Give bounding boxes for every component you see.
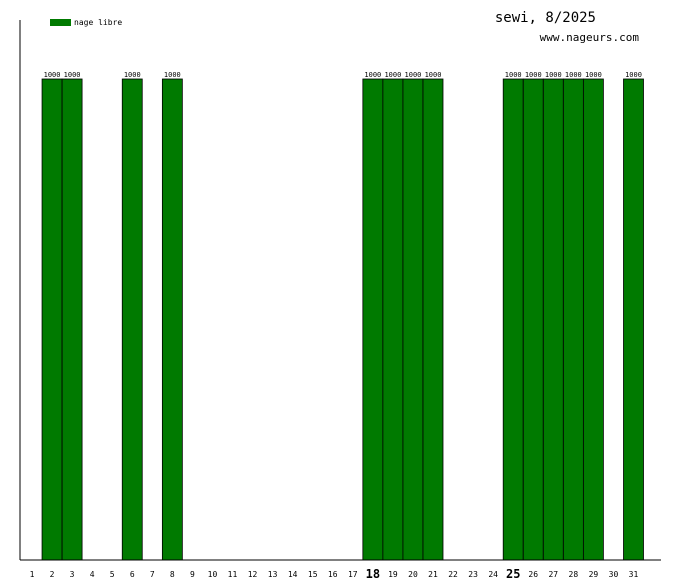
x-tick-label-25: 25 [506, 567, 520, 580]
data-label-day-20: 1000 [405, 71, 422, 79]
bar-day-27 [542, 78, 564, 561]
x-tick-label-23: 23 [468, 570, 478, 579]
chart-title: sewi, 8/2025 [495, 10, 596, 26]
x-tick-label-4: 4 [90, 570, 95, 579]
bar-day-25 [502, 78, 524, 561]
data-label-day-19: 1000 [384, 71, 401, 79]
data-label-day-3: 1000 [64, 71, 81, 79]
x-tick-label-7: 7 [150, 570, 155, 579]
x-tick-label-29: 29 [589, 570, 599, 579]
data-label-day-6: 1000 [124, 71, 141, 79]
data-label-day-2: 1000 [44, 71, 61, 79]
data-label-day-21: 1000 [425, 71, 442, 79]
bar-day-2 [41, 78, 63, 561]
x-tick-label-1: 1 [30, 570, 35, 579]
x-tick-label-3: 3 [70, 570, 75, 579]
x-tick-label-2: 2 [50, 570, 55, 579]
data-label-day-29: 1000 [585, 71, 602, 79]
x-tick-label-15: 15 [308, 570, 318, 579]
x-tick-label-28: 28 [569, 570, 579, 579]
bar-day-3 [61, 78, 83, 561]
x-tick-label-21: 21 [428, 570, 438, 579]
bar-day-19 [382, 78, 404, 561]
data-label-day-25: 1000 [505, 71, 522, 79]
data-label-day-18: 1000 [364, 71, 381, 79]
x-tick-label-16: 16 [328, 570, 338, 579]
bar-day-28 [562, 78, 584, 561]
x-tick-label-30: 30 [609, 570, 619, 579]
x-tick-label-8: 8 [170, 570, 175, 579]
bar-day-31 [623, 78, 644, 561]
x-tick-label-13: 13 [268, 570, 278, 579]
x-tick-label-18: 18 [366, 567, 380, 580]
bar-day-29 [583, 78, 604, 561]
bar-day-21 [422, 78, 444, 561]
x-tick-label-6: 6 [130, 570, 135, 579]
data-label-day-26: 1000 [525, 71, 542, 79]
x-tick-label-19: 19 [388, 570, 398, 579]
bars-group [41, 78, 644, 561]
x-tick-label-26: 26 [528, 570, 538, 579]
value-labels-group: 1000 1000 1000 1000 1000 1000 1000 1000 1000 1000… [44, 71, 642, 79]
legend-swatch [50, 19, 71, 26]
x-tick-label-5: 5 [110, 570, 115, 579]
x-tick-label-20: 20 [408, 570, 418, 579]
data-label-day-28: 1000 [565, 71, 582, 79]
x-tick-label-17: 17 [348, 570, 358, 579]
x-tick-label-9: 9 [190, 570, 195, 579]
x-tick-labels-group: 1 2 3 4 5 6 7 8 9 10 11 12 13 14 15 16 17 18 19 20 21 22 23 24 2… [30, 567, 639, 580]
legend-label: nage libre [74, 18, 122, 27]
x-tick-label-31: 31 [629, 570, 639, 579]
bar-day-8 [161, 78, 183, 561]
x-tick-label-12: 12 [248, 570, 258, 579]
bar-day-20 [402, 78, 424, 561]
data-label-day-27: 1000 [545, 71, 562, 79]
x-tick-label-11: 11 [228, 570, 238, 579]
x-tick-label-22: 22 [448, 570, 458, 579]
data-label-day-8: 1000 [164, 71, 181, 79]
data-label-day-31: 1000 [625, 71, 642, 79]
bar-day-6 [121, 78, 143, 561]
bar-day-26 [522, 78, 544, 561]
x-tick-label-10: 10 [208, 570, 218, 579]
x-tick-label-27: 27 [548, 570, 558, 579]
bar-day-18 [362, 78, 384, 561]
x-tick-label-14: 14 [288, 570, 298, 579]
chart-subtitle: www.nageurs.com [540, 31, 640, 44]
x-tick-label-24: 24 [488, 570, 498, 579]
